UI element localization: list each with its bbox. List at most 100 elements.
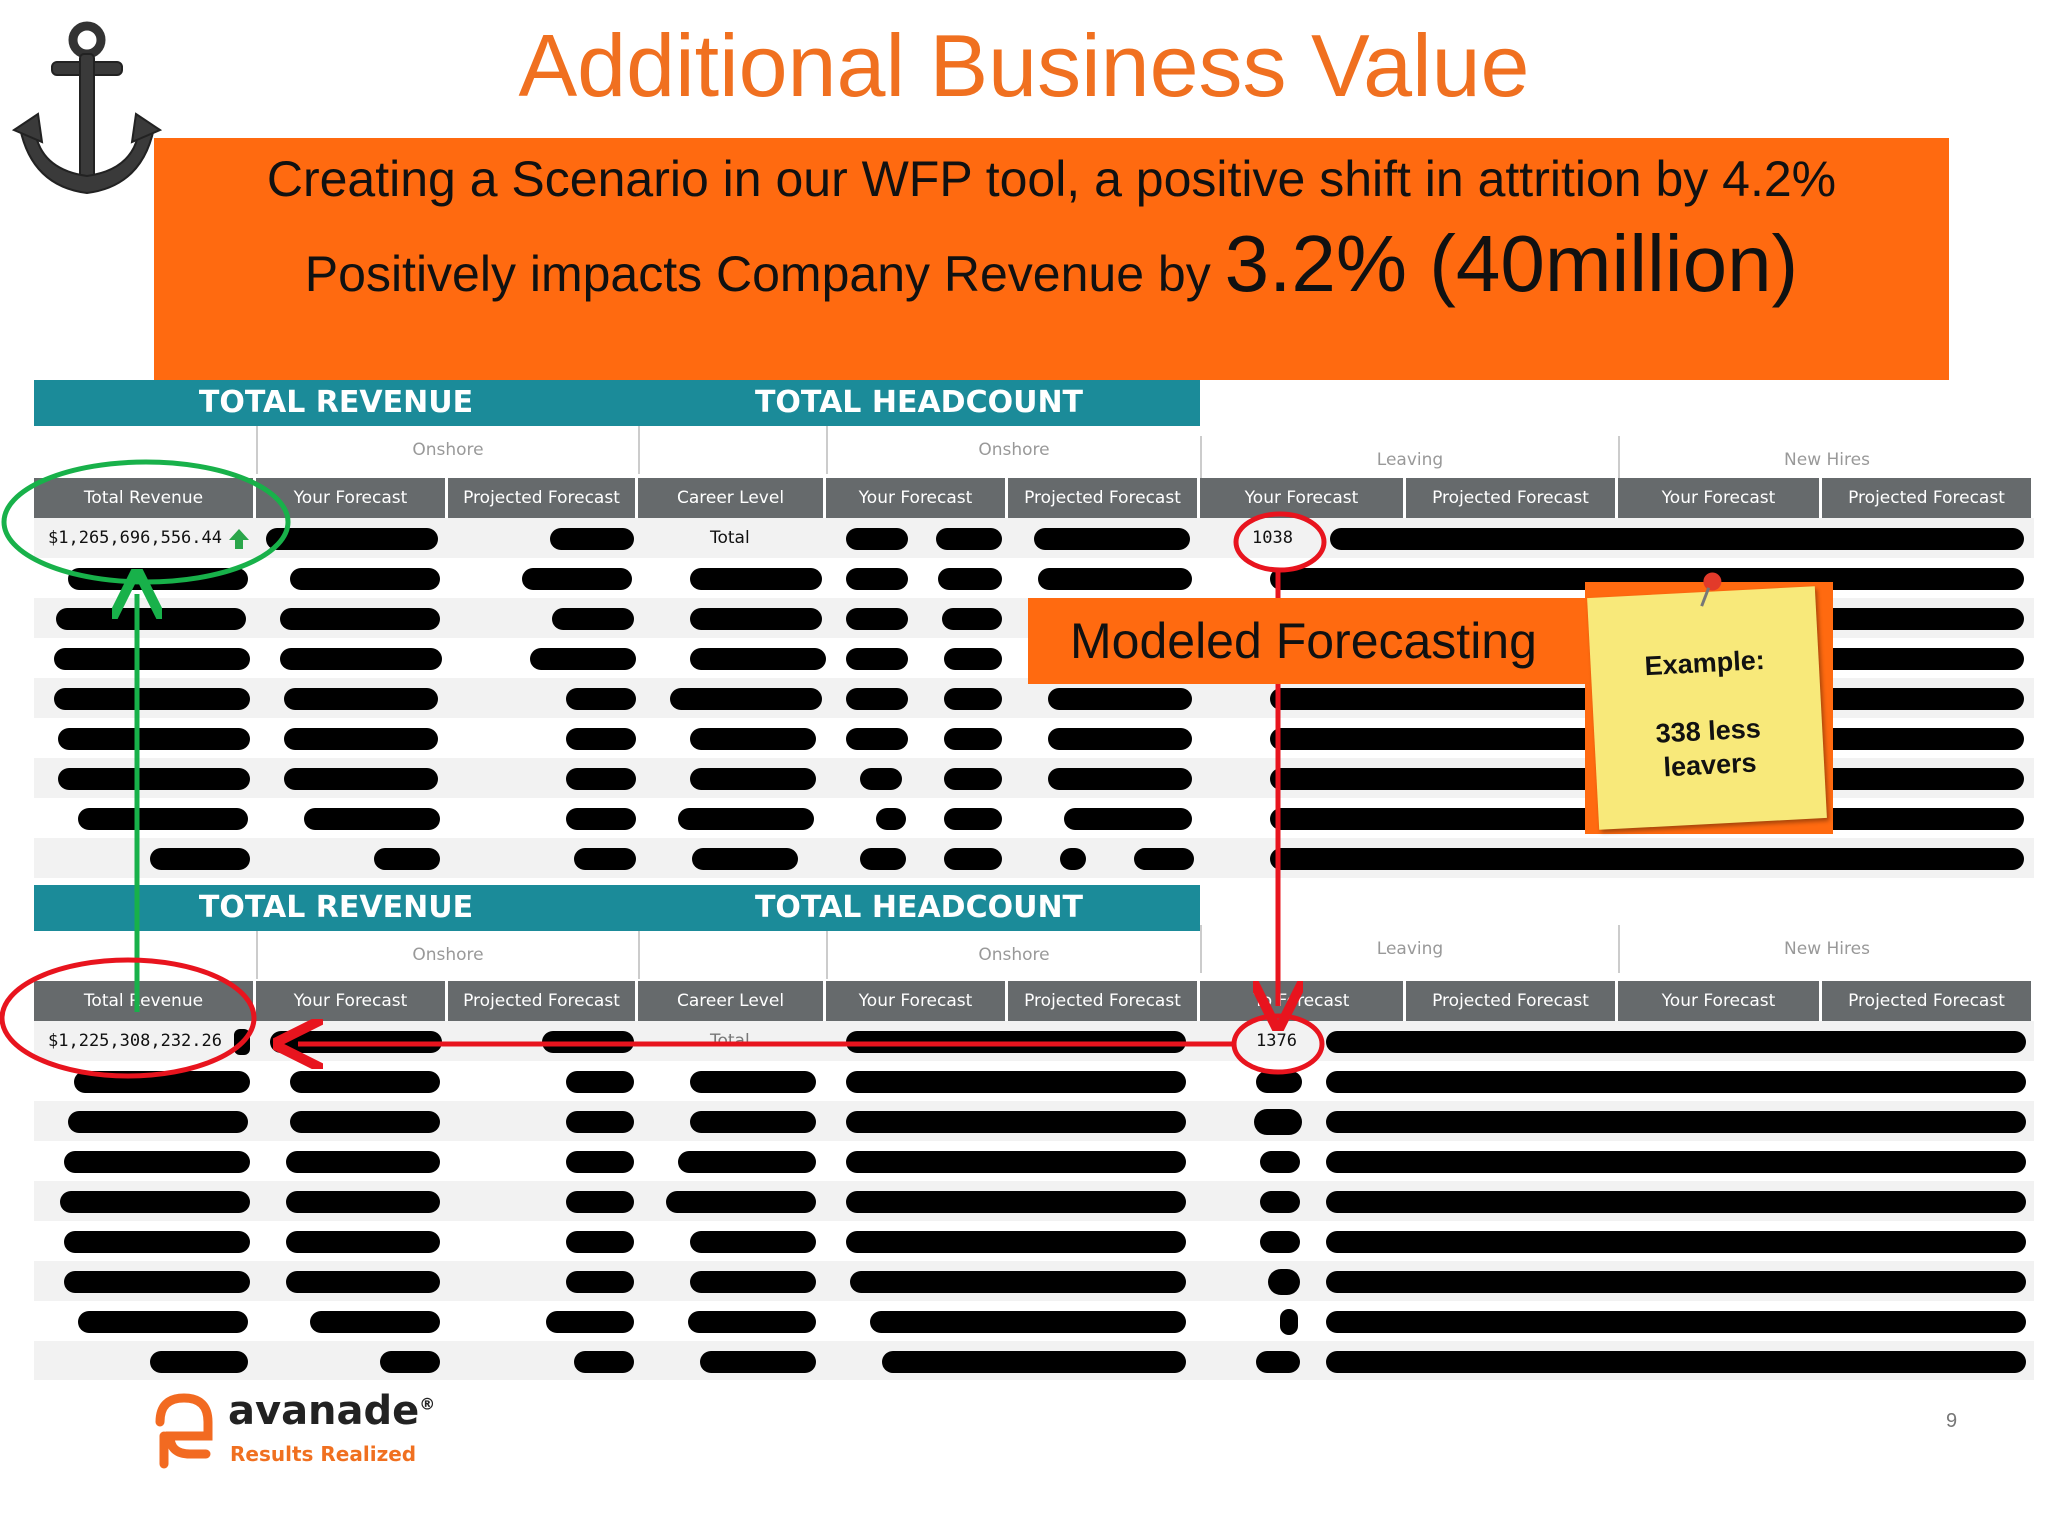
- red-highlight-ellipse-leaving-top: [1233, 511, 1327, 573]
- redaction: [846, 688, 908, 710]
- redaction: [286, 1271, 440, 1293]
- redaction: [690, 1111, 816, 1133]
- col-your-forecast-3[interactable]: Your Forecast: [1200, 478, 1406, 518]
- redaction: [566, 1151, 634, 1173]
- redaction: [690, 1231, 816, 1253]
- redaction: [1254, 1109, 1302, 1135]
- col-career-level[interactable]: Career Level: [638, 478, 826, 518]
- redaction: [566, 1191, 634, 1213]
- redaction: [846, 1151, 1186, 1173]
- group-onshore-revenue: Onshore: [256, 426, 638, 474]
- redaction: [1268, 1269, 1300, 1295]
- col-projected-forecast-1[interactable]: Projected Forecast: [448, 981, 638, 1021]
- redaction: [1256, 1351, 1300, 1373]
- redaction: [566, 1271, 634, 1293]
- redaction: [1326, 1151, 2026, 1173]
- col-career-level[interactable]: Career Level: [638, 981, 826, 1021]
- col-projected-forecast-3[interactable]: Projected Forecast: [1406, 981, 1618, 1021]
- col-projected-forecast-4[interactable]: Projected Forecast: [1822, 981, 2034, 1021]
- redaction: [1134, 848, 1194, 870]
- col-total-revenue[interactable]: Total Revenue: [34, 478, 256, 518]
- group-new-hires: New Hires: [1618, 925, 2034, 973]
- modeled-forecasting-callout: Modeled Forecasting: [1028, 598, 1588, 684]
- redaction: [666, 1191, 816, 1213]
- col-projected-forecast-3[interactable]: Projected Forecast: [1406, 478, 1618, 518]
- redaction: [846, 1111, 1186, 1133]
- redaction: [1770, 608, 2024, 630]
- col-your-forecast-1[interactable]: Your Forecast: [256, 981, 448, 1021]
- red-highlight-ellipse-revenue: [0, 957, 257, 1079]
- col-projected-forecast-1[interactable]: Projected Forecast: [448, 478, 638, 518]
- redaction: [1330, 528, 2024, 550]
- redaction: [1326, 1031, 2026, 1053]
- redaction: [550, 528, 634, 550]
- sticky-note-text: 338 less leavers: [1593, 708, 1824, 788]
- redaction: [1034, 528, 1190, 550]
- redaction: [150, 1351, 248, 1373]
- redaction: [290, 1111, 440, 1133]
- group-onshore-revenue: Onshore: [256, 931, 638, 979]
- redaction: [530, 648, 636, 670]
- redaction: [1770, 728, 2024, 750]
- redaction: [690, 1271, 816, 1293]
- redaction: [280, 608, 440, 630]
- redaction: [942, 608, 1002, 630]
- redaction: [1280, 1309, 1298, 1335]
- leaving-forecast-value: 1376: [1256, 1031, 1297, 1051]
- col-your-forecast-2[interactable]: Your Forecast: [826, 478, 1008, 518]
- redaction: [1326, 1191, 2026, 1213]
- pushpin-icon: [1700, 572, 1722, 607]
- redaction: [944, 728, 1002, 750]
- col-your-forecast-4[interactable]: Your Forecast: [1618, 478, 1822, 518]
- redaction: [1060, 848, 1086, 870]
- redaction: [1270, 848, 2024, 870]
- redaction: [690, 648, 826, 670]
- redaction: [678, 808, 814, 830]
- redaction: [58, 728, 250, 750]
- redaction: [54, 648, 250, 670]
- col-projected-forecast-4[interactable]: Projected Forecast: [1822, 478, 2034, 518]
- redaction: [846, 728, 908, 750]
- col-projected-forecast-2[interactable]: Projected Forecast: [1008, 478, 1200, 518]
- redaction: [566, 808, 636, 830]
- redaction: [1770, 768, 2024, 790]
- redaction: [374, 848, 440, 870]
- redaction: [1326, 1231, 2026, 1253]
- redaction: [78, 808, 248, 830]
- col-your-forecast-1[interactable]: Your Forecast: [256, 478, 448, 518]
- anchor-icon: [12, 21, 162, 195]
- col-total-revenue[interactable]: Total Revenue: [34, 981, 256, 1021]
- redaction: [1326, 1351, 2026, 1373]
- redaction: [566, 1071, 634, 1093]
- revenue-band: TOTAL REVENUE: [34, 885, 638, 931]
- redaction: [1038, 568, 1192, 590]
- redaction: [936, 528, 1002, 550]
- redaction: [68, 1111, 248, 1133]
- avanade-logo-mark: [155, 1393, 213, 1469]
- redaction: [566, 1111, 634, 1133]
- redaction: [280, 648, 442, 670]
- redaction: [54, 688, 250, 710]
- banner-revenue-impact: 3.2% (40million): [1224, 219, 1799, 308]
- redaction: [690, 728, 816, 750]
- redaction: [944, 848, 1002, 870]
- redaction: [1770, 648, 2024, 670]
- redaction: [290, 1071, 440, 1093]
- redaction: [670, 688, 822, 710]
- total-revenue-value: $1,225,308,232.26: [48, 1031, 222, 1051]
- col-your-forecast-2[interactable]: Your Forecast: [826, 981, 1008, 1021]
- redaction: [566, 728, 636, 750]
- redaction: [546, 1311, 634, 1333]
- col-projected-forecast-2[interactable]: Projected Forecast: [1008, 981, 1200, 1021]
- redaction: [688, 1311, 816, 1333]
- redaction: [690, 608, 822, 630]
- redaction: [846, 648, 908, 670]
- group-onshore-headcount: Onshore: [826, 426, 1200, 474]
- col-your-forecast-4[interactable]: Your Forecast: [1618, 981, 1822, 1021]
- redaction: [944, 688, 1002, 710]
- redaction: [846, 1191, 1186, 1213]
- redaction: [860, 768, 902, 790]
- redaction: [566, 1231, 634, 1253]
- redaction: [1048, 728, 1192, 750]
